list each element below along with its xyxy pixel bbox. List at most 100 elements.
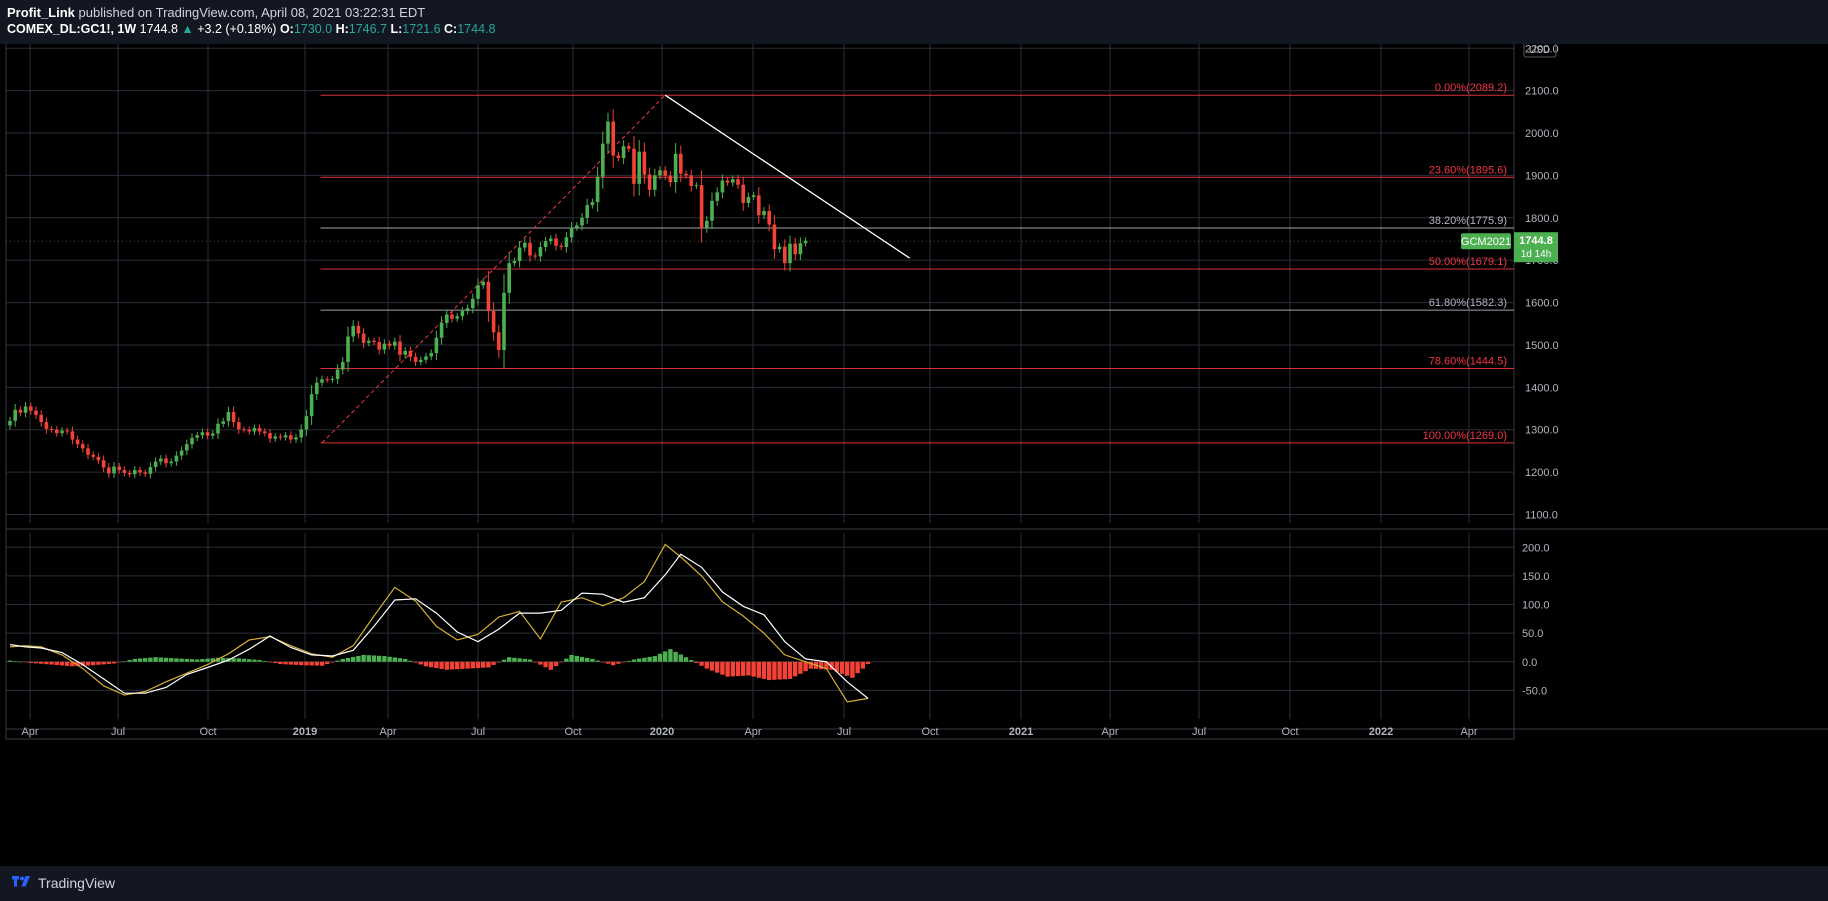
candle-body [741, 184, 745, 203]
histogram-bar [356, 655, 361, 662]
histogram-bar [574, 655, 579, 662]
macd-tick-label: 50.0 [1522, 628, 1543, 640]
histogram-bar [611, 661, 616, 666]
histogram-bar [507, 657, 512, 662]
candle-body [419, 359, 423, 362]
symbol-label[interactable]: COMEX_DL:GC1!, 1W [7, 22, 137, 36]
price-tick-label: 1100.0 [1525, 510, 1558, 522]
candle-body [18, 409, 23, 413]
candle-body [200, 432, 205, 436]
candle-body [34, 410, 38, 415]
candle-body [705, 220, 709, 228]
symbol-tag-label: GCM2021 [1461, 236, 1511, 248]
candle-body [263, 431, 267, 434]
histogram-bar [366, 655, 371, 662]
chart-canvas[interactable]: 2200.02100.02000.01900.01800.01700.01600… [0, 44, 1828, 866]
price-tag-countdown: 1d 14h [1521, 249, 1552, 260]
histogram-bar [715, 661, 720, 673]
histogram-bar [169, 658, 174, 662]
histogram-bar [189, 659, 195, 662]
macd-tick-label: -50.0 [1522, 685, 1547, 697]
histogram-bar [704, 661, 709, 669]
time-tick-label: Oct [564, 726, 581, 738]
candle-body [465, 308, 470, 312]
histogram-bar [117, 661, 122, 663]
histogram-bar [195, 659, 200, 662]
histogram-bar [642, 657, 647, 662]
histogram-bar [210, 658, 215, 662]
histogram-bar [314, 661, 319, 666]
candle-body [637, 151, 641, 184]
candle-body [699, 185, 704, 228]
candle-body [299, 429, 303, 438]
candle-body [543, 241, 548, 248]
candle-body [242, 429, 246, 431]
price-tick-label: 1600.0 [1525, 298, 1559, 310]
candle-body [606, 121, 610, 144]
candle-body [798, 243, 803, 255]
histogram-bar [101, 661, 106, 665]
histogram-bar [668, 649, 673, 662]
histogram-bar [533, 661, 538, 663]
candle-body [205, 432, 210, 436]
time-tick-label: Apr [21, 726, 38, 738]
candle-body [320, 379, 324, 383]
currency-label: USD [1529, 45, 1550, 56]
histogram-bar [200, 659, 205, 662]
histogram-bar [647, 656, 652, 662]
author-name[interactable]: Profit_Link [7, 5, 75, 20]
candle-body [783, 246, 787, 264]
histogram-bar [413, 661, 418, 663]
candle-body [559, 245, 563, 248]
candle-body [367, 340, 371, 343]
time-tick-label: Oct [1281, 726, 1298, 738]
candle-body [179, 450, 184, 456]
candle-body [455, 316, 459, 319]
histogram-bar [829, 661, 834, 670]
grid [6, 44, 1514, 719]
histogram-bar [184, 658, 189, 662]
candle-body [720, 180, 725, 193]
histogram-bar [553, 661, 559, 667]
histogram-bar [28, 661, 33, 663]
histogram-bar [689, 660, 694, 662]
price-tick-label: 1200.0 [1525, 467, 1559, 479]
candle-body [44, 422, 49, 429]
candle-body [216, 423, 220, 434]
histogram-bar [444, 661, 449, 670]
histogram-bar [65, 661, 70, 666]
candle-body [29, 406, 33, 411]
macd-signal-line [9, 543, 869, 703]
candle-body [289, 435, 293, 440]
candle-body [127, 472, 132, 475]
candle-body [507, 263, 511, 293]
histogram-bar [153, 657, 158, 662]
histogram-bar [621, 661, 626, 663]
published-text: published on TradingView.com, April 08, … [78, 5, 426, 20]
candle-body [580, 217, 584, 226]
candle-body [86, 448, 90, 455]
candle-body [283, 435, 288, 438]
histogram-bar [824, 661, 829, 670]
candle-body [278, 436, 283, 438]
histogram-bar [709, 661, 715, 671]
histogram-bar [501, 659, 507, 662]
histogram-bar [288, 661, 293, 665]
candle-body [185, 444, 189, 451]
candle-body [590, 202, 595, 206]
plot-frame [5, 44, 1515, 740]
brand[interactable]: TradingView [10, 875, 115, 891]
histogram-bar [59, 661, 65, 666]
histogram-bar [293, 661, 299, 665]
histogram-bar [735, 661, 741, 677]
time-tick-label: Oct [199, 726, 216, 738]
candle-body [13, 409, 17, 421]
histogram-bar [798, 661, 803, 674]
histogram-bar [23, 661, 28, 663]
candle-body [538, 247, 543, 257]
candle-body [122, 470, 127, 473]
histogram-bar [96, 661, 101, 665]
candle-body [65, 430, 69, 432]
candle-body [398, 341, 402, 355]
candle-body [330, 378, 335, 380]
